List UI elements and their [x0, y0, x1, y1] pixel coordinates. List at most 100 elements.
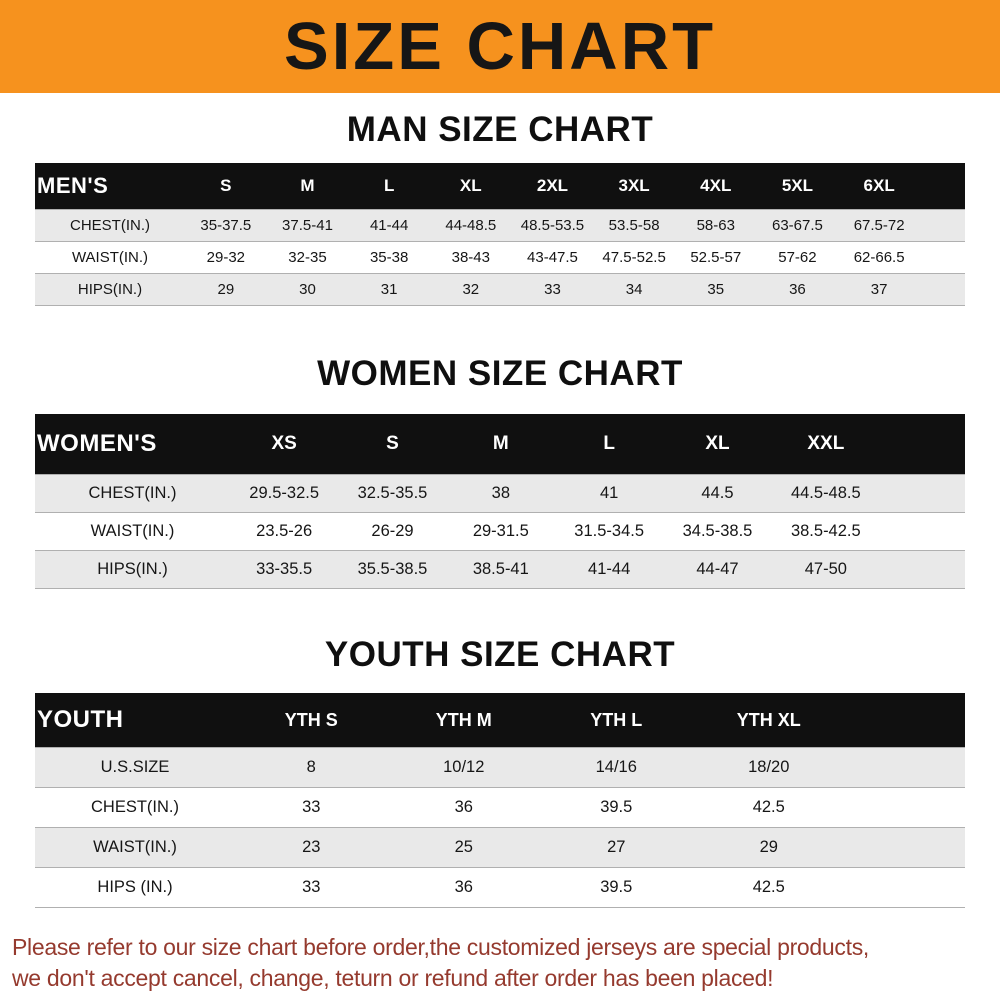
size-cell: 23 — [235, 827, 388, 868]
size-table-women: WOMEN'S XS S M L XL XXL CHEST(IN.) 29.5-32.5 32.5… — [35, 414, 965, 589]
size-cell: 41-44 — [348, 209, 430, 242]
size-cell: 26-29 — [338, 512, 447, 551]
spacer-cell — [880, 512, 965, 551]
size-cell: 35.5-38.5 — [338, 550, 447, 589]
table-title: YOUTH — [35, 693, 235, 748]
table-row: HIPS(IN.) 33-35.5 35.5-38.5 38.5-41 41-44 44-… — [35, 550, 965, 589]
row-label: CHEST(IN.) — [35, 209, 185, 242]
size-cell: 42.5 — [692, 787, 845, 828]
header-row: MEN'S S M L XL 2XL 3XL 4XL 5XL 6XL — [35, 163, 965, 210]
column-header: 2XL — [511, 163, 594, 210]
size-cell: 32 — [429, 273, 512, 306]
spacer-cell — [845, 867, 965, 908]
column-header: XL — [429, 163, 512, 210]
row-label: U.S.SIZE — [35, 747, 235, 788]
size-section-men: MAN SIZE CHART MEN'S S M L XL 2XL 3XL 4XL 5XL 6XL C… — [0, 110, 1000, 306]
footer-note: Please refer to our size chart before or… — [12, 932, 988, 994]
size-cell: 43-47.5 — [511, 241, 594, 274]
size-cell: 32.5-35.5 — [338, 474, 447, 513]
column-header: YTH XL — [692, 693, 845, 748]
size-cell: 67.5-72 — [838, 209, 920, 242]
size-cell: 44.5 — [663, 474, 772, 513]
size-cell: 44-48.5 — [429, 209, 512, 242]
size-cell: 35 — [674, 273, 757, 306]
size-cell: 31 — [348, 273, 430, 306]
size-cell: 36 — [756, 273, 839, 306]
spacer-cell — [880, 414, 965, 475]
column-header: S — [338, 414, 447, 475]
spacer-cell — [845, 747, 965, 788]
table-row: U.S.SIZE 8 10/12 14/16 18/20 — [35, 747, 965, 788]
column-header: YTH L — [540, 693, 693, 748]
spacer-cell — [845, 693, 965, 748]
row-label: HIPS(IN.) — [35, 273, 185, 306]
size-cell: 32-35 — [266, 241, 349, 274]
size-cell: 33 — [235, 787, 388, 828]
column-header: 5XL — [756, 163, 839, 210]
size-cell: 53.5-58 — [593, 209, 675, 242]
spacer-cell — [920, 209, 965, 242]
column-header: 6XL — [838, 163, 920, 210]
column-header: 4XL — [674, 163, 757, 210]
size-chart-banner: SIZE CHART — [0, 0, 1000, 93]
size-chart-sections: MAN SIZE CHART MEN'S S M L XL 2XL 3XL 4XL 5XL 6XL C… — [0, 110, 1000, 908]
column-header: XL — [663, 414, 772, 475]
size-cell: 44-47 — [663, 550, 772, 589]
size-cell: 10/12 — [387, 747, 540, 788]
size-cell: 34.5-38.5 — [663, 512, 772, 551]
section-heading-women: WOMEN SIZE CHART — [317, 354, 683, 393]
size-cell: 47.5-52.5 — [593, 241, 675, 274]
column-header: XS — [230, 414, 339, 475]
column-header: M — [446, 414, 555, 475]
footer-note-line2: we don't accept cancel, change, teturn o… — [12, 965, 774, 992]
row-label: WAIST(IN.) — [35, 241, 185, 274]
table-row: WAIST(IN.) 29-32 32-35 35-38 38-43 43-47.5 47.… — [35, 241, 965, 274]
section-heading-youth: YOUTH SIZE CHART — [324, 635, 676, 674]
size-table-youth: YOUTH YTH S YTH M YTH L YTH XL U.S.SIZE 8 10/12… — [35, 693, 965, 908]
spacer-cell — [920, 163, 965, 210]
size-cell: 57-62 — [756, 241, 839, 274]
size-cell: 39.5 — [540, 787, 693, 828]
column-header: L — [348, 163, 430, 210]
size-section-youth: YOUTH SIZE CHART YOUTH YTH S YTH M YTH L YTH … — [0, 635, 1000, 908]
column-header: XXL — [771, 414, 880, 475]
size-cell: 14/16 — [540, 747, 693, 788]
size-cell: 29 — [692, 827, 845, 868]
size-cell: 38.5-41 — [446, 550, 555, 589]
size-cell: 42.5 — [692, 867, 845, 908]
size-cell: 37 — [838, 273, 920, 306]
table-row: HIPS (IN.) 33 36 39.5 42.5 — [35, 867, 965, 908]
row-label: HIPS(IN.) — [35, 550, 230, 589]
size-cell: 29.5-32.5 — [230, 474, 339, 513]
size-cell: 33 — [235, 867, 388, 908]
size-cell: 29 — [185, 273, 267, 306]
column-header: 3XL — [593, 163, 675, 210]
spacer-cell — [880, 550, 965, 589]
spacer-cell — [845, 787, 965, 828]
size-cell: 27 — [540, 827, 693, 868]
spacer-cell — [845, 827, 965, 868]
size-cell: 47-50 — [771, 550, 880, 589]
size-cell: 38-43 — [429, 241, 512, 274]
size-cell: 33 — [511, 273, 594, 306]
size-section-women: WOMEN SIZE CHART WOMEN'S XS S M L XL XXL CHEST(I… — [0, 354, 1000, 589]
size-cell: 36 — [387, 787, 540, 828]
size-cell: 62-66.5 — [838, 241, 920, 274]
size-cell: 29-32 — [185, 241, 267, 274]
size-cell: 41-44 — [554, 550, 664, 589]
size-cell: 34 — [593, 273, 675, 306]
table-row: CHEST(IN.) 35-37.5 37.5-41 41-44 44-48.5 48.5… — [35, 209, 965, 242]
table-row: WAIST(IN.) 23 25 27 29 — [35, 827, 965, 868]
size-cell: 33-35.5 — [230, 550, 339, 589]
size-cell: 31.5-34.5 — [554, 512, 664, 551]
size-cell: 29-31.5 — [446, 512, 555, 551]
column-header: YTH S — [235, 693, 388, 748]
size-cell: 25 — [387, 827, 540, 868]
size-cell: 37.5-41 — [266, 209, 349, 242]
row-label: WAIST(IN.) — [35, 827, 235, 868]
size-cell: 35-37.5 — [185, 209, 267, 242]
size-table-men: MEN'S S M L XL 2XL 3XL 4XL 5XL 6XL CHEST(IN.) 35-37… — [35, 163, 965, 306]
table-row: CHEST(IN.) 29.5-32.5 32.5-35.5 38 41 44.5 44.5… — [35, 474, 965, 513]
spacer-cell — [920, 241, 965, 274]
